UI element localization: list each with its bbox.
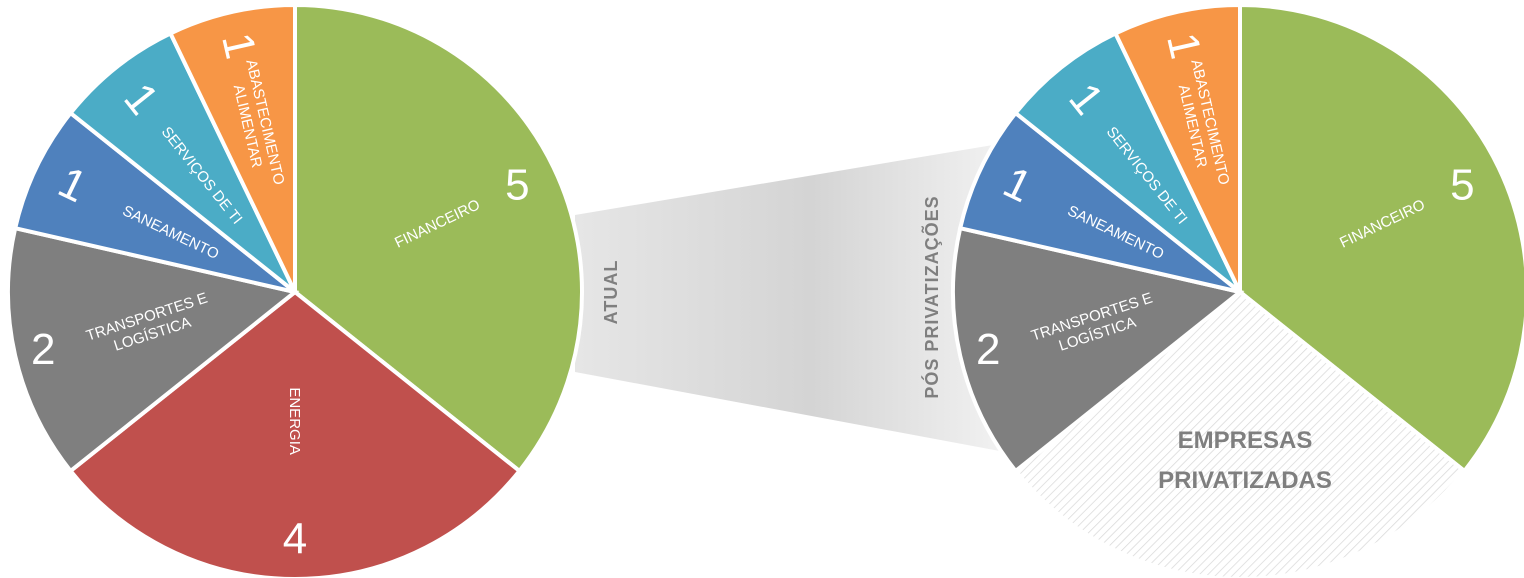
connector-band [575,143,1005,452]
pie-slice-abastecimento [167,2,297,293]
pie-slice-financeiro [1238,2,1524,474]
pie-slice-transportes [951,225,1245,474]
pie-slice-saneamento [957,110,1242,294]
band-label-pos-privatizacoes: PÓS PRIVATIZAÇÕES [921,195,942,398]
slice-value-financeiro: 5 [1450,160,1474,209]
pie-slice-energia [67,289,523,578]
slice-value-energia: 4 [283,514,307,563]
slice-value-transportes: 2 [976,325,1000,374]
pie-slice-financeiro [293,2,584,474]
pie-slice-saneamento [12,110,297,294]
pie-slice-transportes [6,225,300,474]
band-label-atual: ATUAL [601,260,621,325]
slice-value-transportes: 2 [31,325,55,374]
slice-value-financeiro: 5 [505,160,529,209]
pie-slice-servicos_ti [1012,30,1242,294]
pie-slice-abastecimento [1112,2,1242,293]
slice-label-energia: ENERGIA [286,387,303,455]
pie-slice-servicos_ti [67,30,297,294]
privatizadas-label-line1: EMPRESAS [1178,427,1313,454]
pie-slice-privatizadas [1012,289,1468,578]
privatizadas-label-line2: PRIVATIZADAS [1158,467,1332,494]
